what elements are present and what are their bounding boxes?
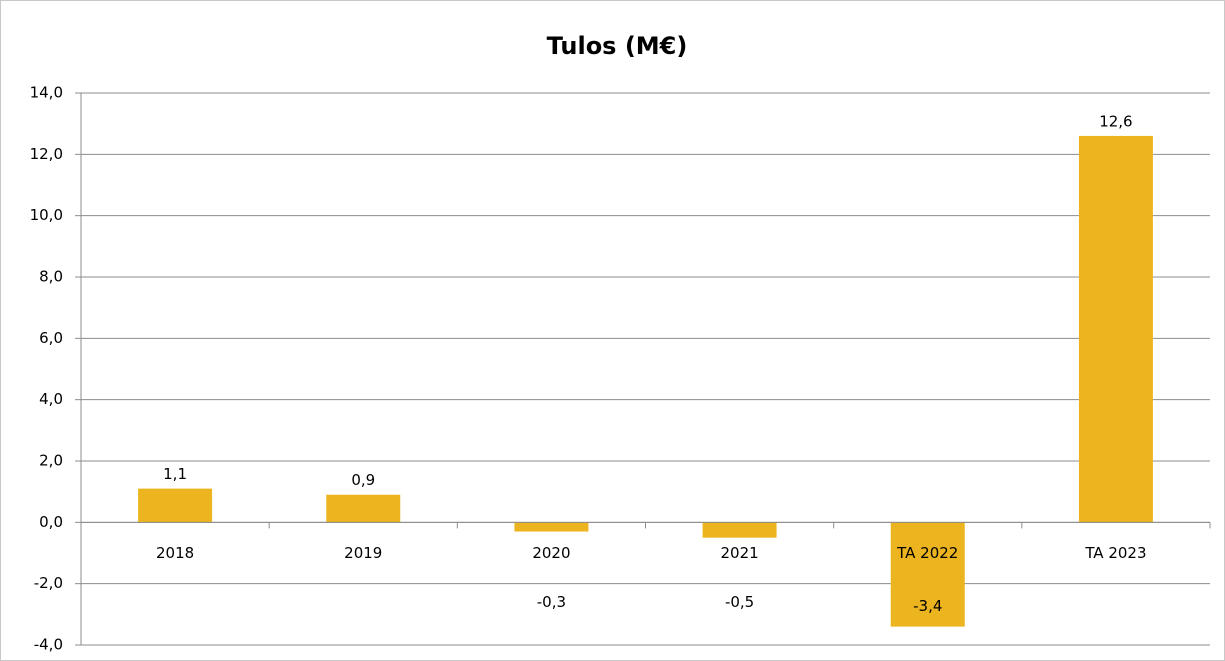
y-tick-label: 10,0: [30, 206, 63, 224]
x-tick-label: 2019: [344, 544, 382, 562]
x-tick-label: 2018: [156, 544, 194, 562]
y-tick-label: 14,0: [30, 84, 63, 102]
y-tick-label: 12,0: [30, 145, 63, 163]
y-tick-label: 0,0: [39, 513, 63, 531]
bar: [326, 494, 401, 523]
bar: [890, 522, 965, 627]
y-tick-label: 2,0: [39, 452, 63, 470]
y-tick-label: 6,0: [39, 329, 63, 347]
x-tick-label: 2021: [720, 544, 758, 562]
x-tick-label: 2020: [532, 544, 570, 562]
y-tick-label: 8,0: [39, 268, 63, 286]
data-label: 0,9: [351, 471, 375, 489]
x-tick-label: TA 2022: [896, 544, 958, 562]
data-label: 12,6: [1099, 112, 1132, 130]
y-tick-label: -2,0: [34, 574, 63, 592]
chart-title: Tulos (M€): [547, 32, 688, 60]
data-label: 1,1: [163, 465, 187, 483]
data-label: -0,5: [725, 593, 754, 611]
y-tick-label: 4,0: [39, 390, 63, 408]
data-label: -0,3: [537, 593, 566, 611]
bar: [702, 522, 777, 538]
bar: [1078, 135, 1153, 523]
data-label: -3,4: [913, 597, 942, 615]
bar: [138, 488, 213, 523]
x-tick-label: TA 2023: [1084, 544, 1146, 562]
bar: [514, 522, 589, 532]
y-tick-label: -4,0: [34, 636, 63, 654]
